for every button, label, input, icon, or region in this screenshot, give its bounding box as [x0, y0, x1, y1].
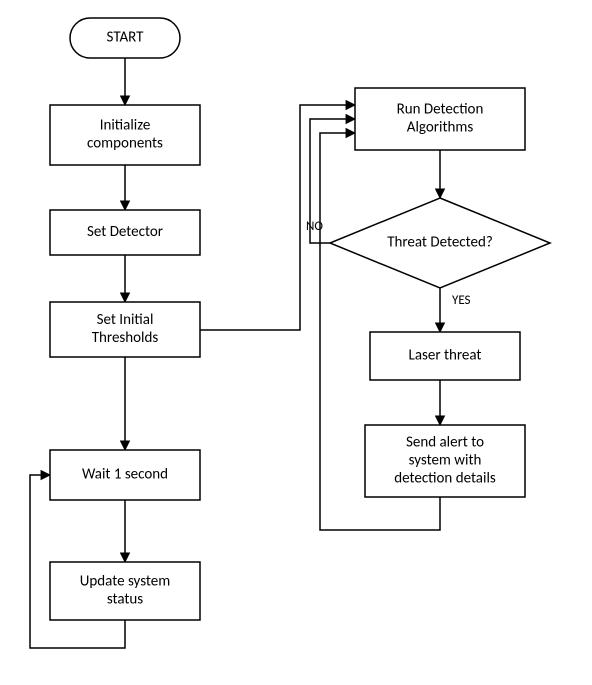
node-text-rundet-0: Run Detection — [397, 101, 484, 119]
node-text-init-1: components — [87, 135, 163, 153]
edge-label-e_threat_no: NO — [306, 219, 323, 234]
node-text-setdet-0: Set Detector — [87, 223, 163, 241]
node-text-setthr-0: Set Initial — [97, 311, 154, 329]
node-text-rundet-1: Algorithms — [407, 119, 474, 137]
node-wait: Wait 1 second — [50, 450, 200, 500]
node-setdet: Set Detector — [50, 210, 200, 255]
node-threat: Threat Detected? — [330, 198, 550, 288]
node-text-init-0: Initialize — [100, 117, 151, 135]
node-init: Initializecomponents — [50, 105, 200, 165]
edge-e_setthr_run1 — [200, 105, 355, 330]
node-alert: Send alert tosystem withdetection detail… — [365, 425, 525, 497]
node-text-alert-2: detection details — [394, 470, 496, 488]
node-text-setthr-1: Thresholds — [92, 329, 159, 347]
node-laser: Laser threat — [370, 332, 520, 380]
node-text-threat-0: Threat Detected? — [387, 234, 493, 252]
edge-label-e_threat_laser: YES — [452, 293, 471, 308]
node-update: Update systemstatus — [50, 562, 200, 620]
node-text-start-0: START — [107, 29, 145, 47]
node-text-alert-1: system with — [409, 452, 482, 470]
node-text-laser-0: Laser threat — [409, 347, 482, 365]
node-start: START — [70, 18, 180, 58]
node-text-alert-0: Send alert to — [406, 434, 484, 452]
node-rundet: Run DetectionAlgorithms — [355, 88, 525, 150]
node-text-update-1: status — [107, 591, 143, 609]
node-text-wait-0: Wait 1 second — [82, 466, 168, 484]
node-setthr: Set InitialThresholds — [50, 302, 200, 357]
node-text-update-0: Update system — [80, 573, 170, 591]
